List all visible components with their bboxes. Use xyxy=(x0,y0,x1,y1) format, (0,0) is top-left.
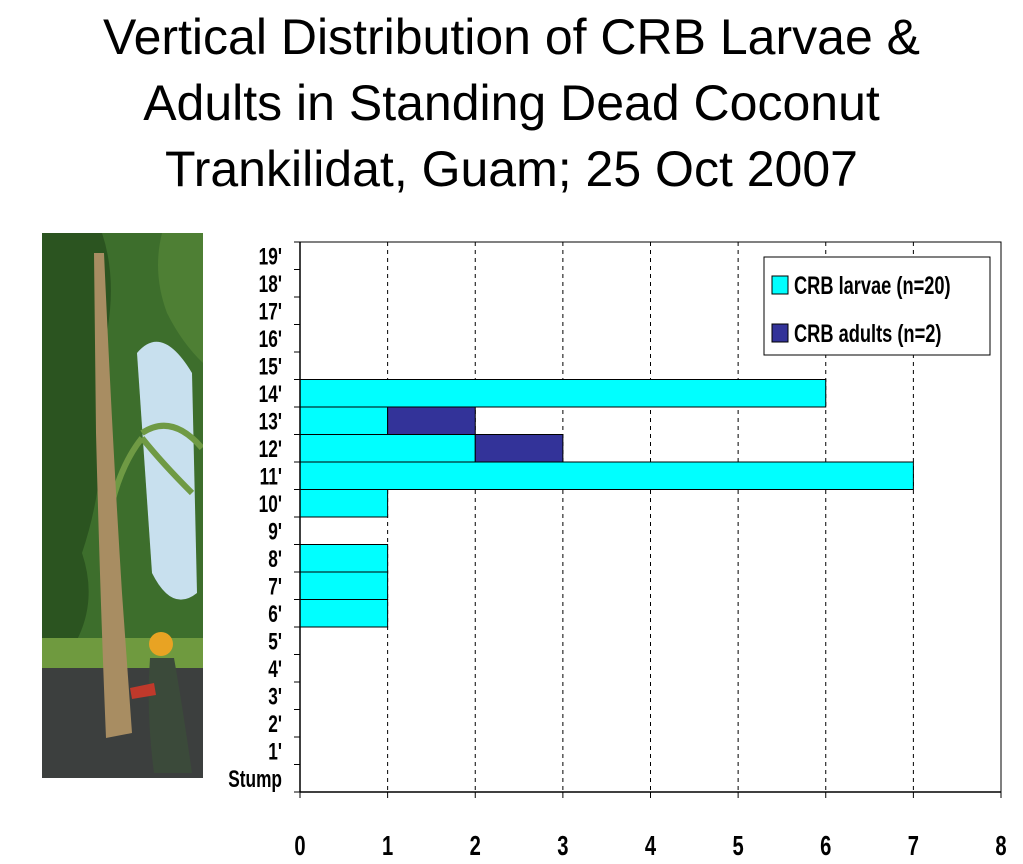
y-tick-label: 16' xyxy=(259,327,282,353)
y-tick-label: 7' xyxy=(268,574,282,600)
x-tick-label: 1 xyxy=(382,831,393,862)
coconut-tree-photo xyxy=(42,233,203,778)
legend-label-larvae: CRB larvae (n=20) xyxy=(794,271,951,300)
y-tick-label: 15' xyxy=(259,354,282,380)
legend-swatch-adults xyxy=(771,323,789,343)
photo-right-foliage xyxy=(158,233,203,363)
y-tick-label: 2' xyxy=(268,712,282,738)
photo-trunk xyxy=(94,253,132,738)
bar-larvae xyxy=(299,406,389,435)
y-tick-label: 5' xyxy=(268,629,282,655)
legend: CRB larvae (n=20) CRB adults (n=2) xyxy=(763,256,991,356)
bar-larvae xyxy=(299,544,389,573)
y-tick-label: 19' xyxy=(259,244,282,270)
bar-larvae xyxy=(299,461,914,490)
y-axis-tick-labels: Stump1'2'3'4'5'6'7'8'9'10'11'12'13'14'15… xyxy=(228,244,282,793)
y-tick-label: 6' xyxy=(268,602,282,628)
x-tick-label: 5 xyxy=(733,831,744,862)
title-line-3: Trankilidat, Guam; 25 Oct 2007 xyxy=(165,141,858,197)
photo-chainsaw xyxy=(130,683,156,699)
x-tick-label: 3 xyxy=(557,831,568,862)
bar-larvae xyxy=(299,379,827,408)
x-tick-label: 4 xyxy=(645,831,657,862)
y-tick-label: 4' xyxy=(268,657,282,683)
x-tick-label: 2 xyxy=(470,831,481,862)
y-tick-label: 14' xyxy=(259,382,282,408)
y-tick-label: Stump xyxy=(228,767,282,793)
y-tick-label: 8' xyxy=(268,547,282,573)
y-tick-label: 18' xyxy=(259,272,282,298)
bar-adults xyxy=(474,434,564,463)
y-tick-label: 13' xyxy=(259,409,282,435)
title-line-2: Adults in Standing Dead Coconut xyxy=(143,75,880,131)
photo-worker xyxy=(148,658,192,773)
slide-title: Vertical Distribution of CRB Larvae & Ad… xyxy=(0,4,1023,202)
y-tick-label: 17' xyxy=(259,299,282,325)
y-tick-label: 10' xyxy=(259,492,282,518)
legend-box xyxy=(763,256,991,356)
y-tick-label: 1' xyxy=(268,739,282,765)
y-tick-label: 11' xyxy=(260,464,282,490)
x-tick-label: 0 xyxy=(294,831,305,862)
x-axis-tick-labels: 0 1 2 3 4 5 6 7 8 xyxy=(294,831,1006,862)
bar-larvae xyxy=(299,599,389,628)
photo-left-foliage xyxy=(42,233,111,673)
x-tick-label: 7 xyxy=(908,831,919,862)
bars xyxy=(299,379,914,628)
legend-swatch-larvae xyxy=(771,275,789,295)
y-tick-label: 9' xyxy=(268,519,282,545)
title-line-1: Vertical Distribution of CRB Larvae & xyxy=(102,9,921,65)
bar-larvae xyxy=(299,489,389,518)
legend-label-adults: CRB adults (n=2) xyxy=(794,319,941,348)
bar-adults xyxy=(387,406,476,435)
bar-larvae xyxy=(299,571,389,600)
x-tick-label: 8 xyxy=(995,831,1006,862)
bar-larvae xyxy=(299,434,476,463)
x-tick-label: 6 xyxy=(820,831,831,862)
y-tick-label: 3' xyxy=(268,684,282,710)
axes xyxy=(294,241,1002,798)
y-tick-label: 12' xyxy=(259,437,282,463)
photo-worker-hat xyxy=(149,632,173,656)
